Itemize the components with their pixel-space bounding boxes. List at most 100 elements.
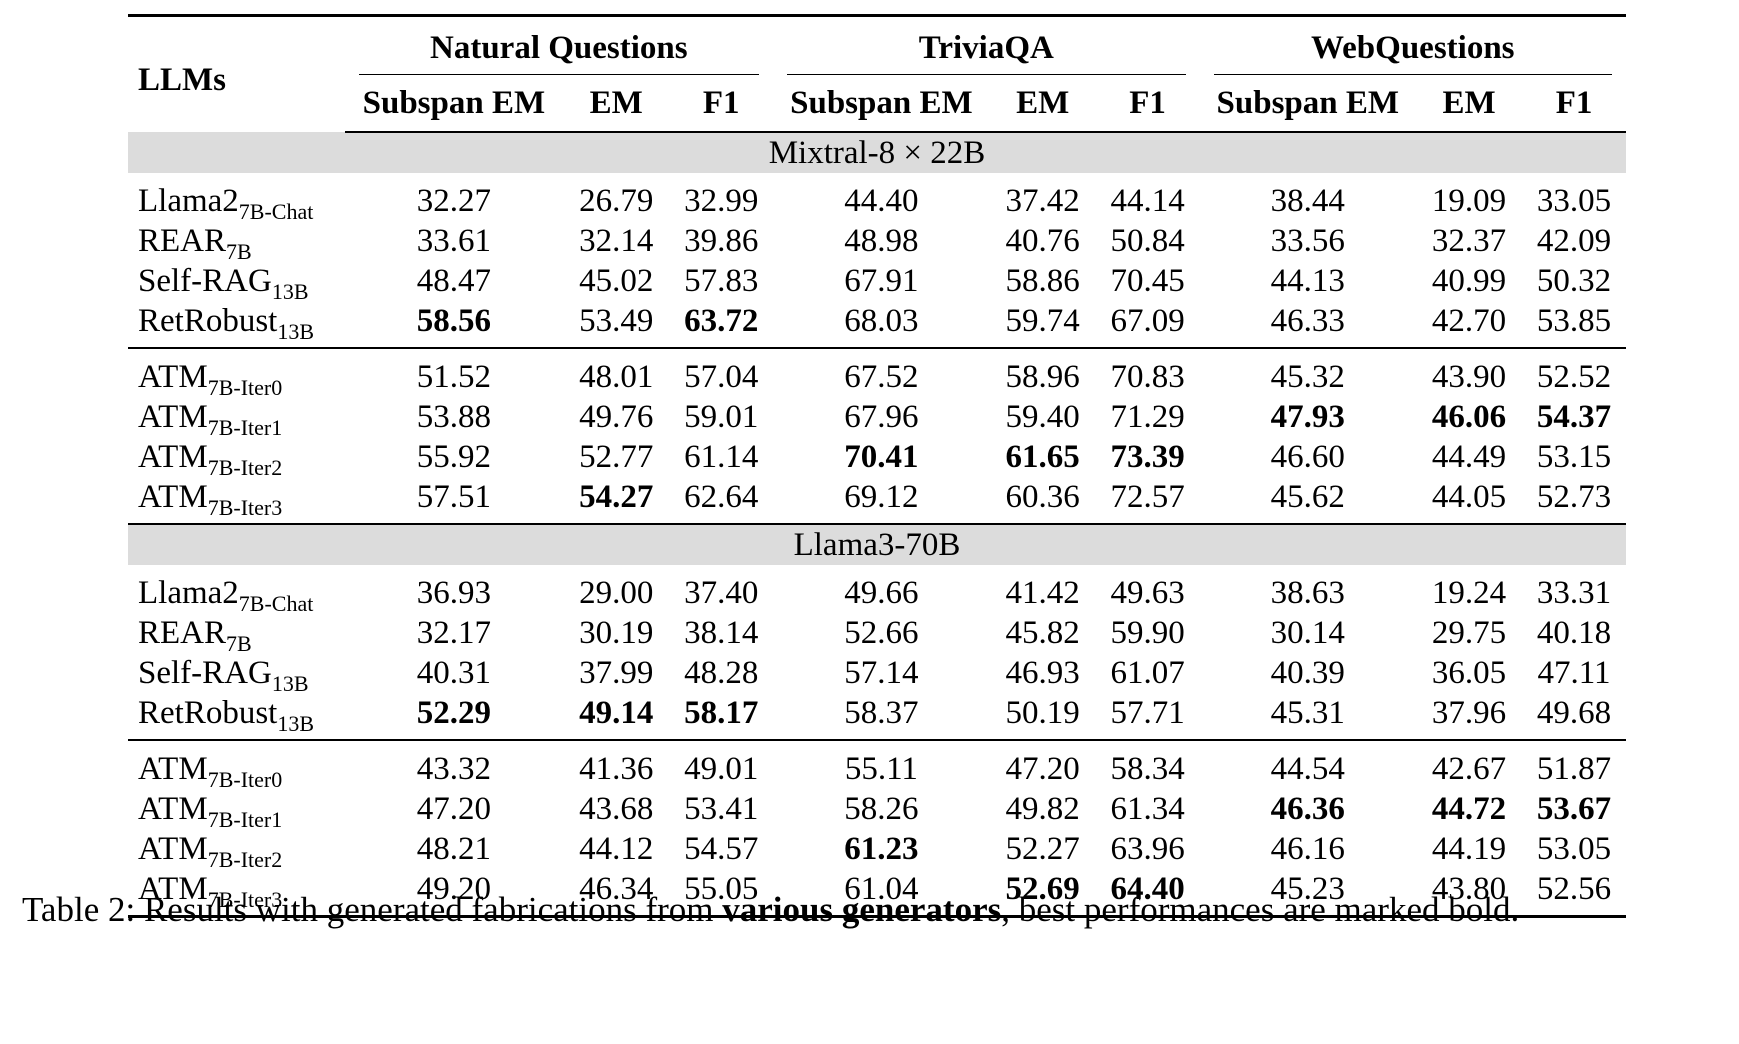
score-cell: 40.99 xyxy=(1431,263,1507,299)
score-cell: 64.40 xyxy=(1095,869,1200,918)
score-cell: 53.88 xyxy=(416,399,491,435)
score-cell: 50.32 xyxy=(1536,263,1612,299)
caption-suffix: , best performances are marked bold. xyxy=(1001,890,1520,929)
score-cell: 47.11 xyxy=(1537,655,1611,691)
score-cell: 45.02 xyxy=(579,263,654,299)
llm-size-subscript: 7B-Iter2 xyxy=(207,455,283,480)
score-cell: 52.56 xyxy=(1522,869,1626,918)
llm-size-subscript: 13B xyxy=(271,671,309,696)
score-cell: 45.31 xyxy=(1199,693,1417,741)
score-cell: 26.79 xyxy=(579,183,654,219)
score-cell: 43.68 xyxy=(579,791,654,827)
table-header: LLMs Natural Questions TriviaQA WebQuest… xyxy=(128,14,1626,133)
llm-name: ATM xyxy=(138,831,208,867)
llm-size-subscript: 13B xyxy=(277,319,315,344)
score-cell: 51.87 xyxy=(1536,751,1612,787)
section-header-row: Llama3-70B xyxy=(128,524,1626,565)
score-cell: 50.19 xyxy=(989,693,1096,741)
score-cell: 60.36 xyxy=(989,477,1096,525)
metric-header: EM xyxy=(989,75,1096,133)
score-cell: 45.32 xyxy=(1270,359,1345,395)
score-cell: 49.14 xyxy=(563,693,670,741)
llm-name-cell: REAR7B xyxy=(128,613,345,656)
score-cell: 53.67 xyxy=(1536,791,1612,827)
score-cell: 42.09 xyxy=(1536,223,1612,259)
score-cell: 46.36 xyxy=(1270,791,1345,827)
score-cell: 54.57 xyxy=(684,831,759,867)
llm-name-cell: ATM7B-Iter0 xyxy=(128,740,345,791)
score-cell: 62.64 xyxy=(669,477,774,525)
llm-name-cell: ATM7B-Iter1 xyxy=(128,789,345,831)
score-cell: 55.05 xyxy=(669,869,774,918)
score-cell: 46.33 xyxy=(1199,301,1417,349)
score-cell: 59.90 xyxy=(1110,615,1185,651)
llm-name-cell: ATM7B-Iter1 xyxy=(128,397,345,440)
score-cell: 41.36 xyxy=(579,751,654,787)
score-cell: 32.37 xyxy=(1431,223,1507,259)
score-cell: 54.27 xyxy=(563,477,670,525)
score-cell: 47.93 xyxy=(1270,399,1345,435)
score-cell: 45.23 xyxy=(1199,869,1417,918)
score-cell: 44.49 xyxy=(1431,439,1507,475)
group-header-triviaqa: TriviaQA xyxy=(773,14,1200,75)
score-cell: 49.82 xyxy=(1005,791,1080,827)
score-cell: 30.14 xyxy=(1270,615,1345,651)
metric-header: F1 xyxy=(1522,75,1626,133)
llm-name-cell: ATM7B-Iter3 xyxy=(128,477,345,525)
score-cell: 54.37 xyxy=(1536,399,1612,435)
table-row: RetRobust13B 52.29 49.14 58.17 58.37 50.19 57.… xyxy=(128,693,1626,741)
score-cell: 30.19 xyxy=(579,615,654,651)
score-cell: 58.86 xyxy=(1005,263,1080,299)
score-cell: 61.14 xyxy=(684,439,759,475)
score-cell: 52.66 xyxy=(844,615,919,651)
score-cell: 41.42 xyxy=(1005,575,1080,611)
section-title: Llama3-70B xyxy=(128,524,1626,565)
score-cell: 43.32 xyxy=(416,751,491,787)
score-cell: 48.21 xyxy=(416,831,491,867)
score-cell: 44.19 xyxy=(1431,831,1507,867)
score-cell: 49.63 xyxy=(1110,575,1185,611)
llm-name-cell: ATM7B-Iter2 xyxy=(128,437,345,480)
score-cell: 57.83 xyxy=(684,263,759,299)
header-group-row: LLMs Natural Questions TriviaQA WebQuest… xyxy=(128,14,1626,132)
score-cell: 55.92 xyxy=(416,439,491,475)
score-cell: 52.52 xyxy=(1536,359,1612,395)
score-cell: 57.71 xyxy=(1095,693,1200,741)
score-cell: 58.26 xyxy=(844,791,919,827)
llm-size-subscript: 7B-Iter2 xyxy=(207,847,283,872)
llm-size-subscript: 7B-Chat xyxy=(238,591,314,616)
score-cell: 46.93 xyxy=(1005,655,1080,691)
score-cell: 72.57 xyxy=(1095,477,1200,525)
llm-name: ATM xyxy=(138,871,208,907)
score-cell: 70.83 xyxy=(1110,359,1185,395)
score-cell: 44.14 xyxy=(1110,183,1185,219)
llm-name: ATM xyxy=(138,791,208,827)
score-cell: 53.41 xyxy=(684,791,759,827)
llm-name: Llama2 xyxy=(138,183,239,219)
section-title: Mixtral-8 × 22B xyxy=(128,132,1626,173)
llm-name: ATM xyxy=(138,359,208,395)
llm-name: ATM xyxy=(138,479,208,515)
score-cell: 61.34 xyxy=(1110,791,1185,827)
score-cell: 53.15 xyxy=(1536,439,1612,475)
score-cell: 63.96 xyxy=(1110,831,1185,867)
llm-size-subscript: 13B xyxy=(271,279,309,304)
llm-name-cell: ATM7B-Iter3 xyxy=(128,869,345,918)
score-cell: 58.96 xyxy=(1005,359,1080,395)
score-cell: 19.24 xyxy=(1431,575,1507,611)
score-cell: 32.27 xyxy=(416,183,491,219)
llm-size-subscript: 7B-Iter0 xyxy=(207,375,283,400)
group-label: WebQuestions xyxy=(1213,28,1612,75)
llm-size-subscript: 7B xyxy=(226,631,252,656)
table-row: Self-RAG13B 48.47 45.02 57.83 67.91 58.86 70.4… xyxy=(128,261,1626,304)
score-cell: 49.20 xyxy=(344,869,564,918)
score-cell: 36.93 xyxy=(416,575,491,611)
score-cell: 29.00 xyxy=(579,575,654,611)
score-cell: 32.17 xyxy=(416,615,491,651)
llm-name-cell: ATM7B-Iter0 xyxy=(128,348,345,400)
score-cell: 44.13 xyxy=(1270,263,1345,299)
llm-name: REAR xyxy=(138,615,227,651)
llm-size-subscript: 7B-Iter1 xyxy=(207,415,283,440)
table-row: Llama27B-Chat 36.93 29.00 37.40 49.66 41.42 49… xyxy=(128,565,1626,616)
llm-size-subscript: 7B xyxy=(226,239,252,264)
